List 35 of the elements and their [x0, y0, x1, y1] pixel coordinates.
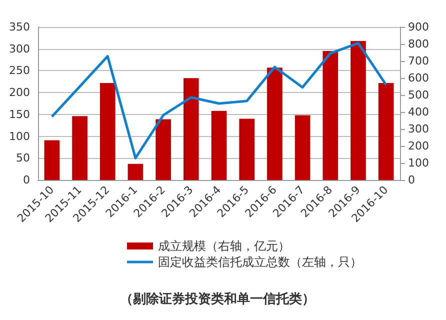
y-tick-label: 150 [9, 108, 30, 121]
text: （剔除证券投资类和单一信托类） [120, 291, 315, 307]
y2-tick-label: 100 [408, 156, 429, 170]
y-tick-label: 0 [23, 174, 30, 186]
legend-label: 固定收益类信托成立总数（左轴，只） [158, 255, 362, 269]
bar [294, 115, 310, 180]
bar [350, 40, 366, 180]
bar [72, 116, 88, 180]
y2-tick-label: 400 [408, 106, 429, 118]
y2-tick-label: 0 [408, 174, 415, 186]
y-tick-label: 50 [16, 152, 30, 165]
bar [211, 110, 227, 180]
y2-tick-label: 600 [408, 72, 429, 84]
y-tick-label: 250 [9, 64, 30, 78]
line-series [50, 42, 388, 160]
y2-tick-label: 700 [408, 54, 429, 68]
y-tick-label: 350 [9, 20, 30, 34]
bar [267, 68, 282, 180]
bar [378, 82, 394, 180]
y-tick-label: 200 [9, 86, 30, 100]
bar [100, 82, 116, 180]
y2-tick-label: 800 [408, 38, 429, 50]
bar [44, 140, 60, 180]
y2-tick-label: 900 [408, 20, 429, 34]
y2-tick-label: 300 [408, 122, 429, 136]
bar [239, 118, 255, 180]
legend-label: 成立规模（右轴，亿元） [158, 239, 290, 253]
y2-tick-label: 500 [408, 88, 429, 102]
bar [322, 51, 338, 180]
bar [156, 119, 171, 180]
bar [128, 164, 144, 180]
y-tick-label: 300 [9, 42, 30, 56]
y-tick-label: 100 [9, 130, 30, 143]
bar [183, 78, 199, 180]
y2-tick-label: 200 [408, 140, 429, 152]
